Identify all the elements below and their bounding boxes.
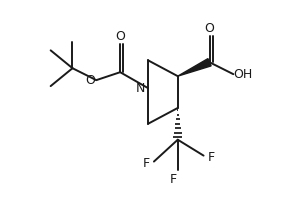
Polygon shape <box>178 59 211 76</box>
Text: O: O <box>204 22 214 35</box>
Text: N: N <box>135 82 145 95</box>
Text: F: F <box>170 173 177 186</box>
Text: O: O <box>86 74 95 87</box>
Text: F: F <box>208 151 215 164</box>
Text: F: F <box>142 157 150 170</box>
Text: O: O <box>115 30 125 43</box>
Text: OH: OH <box>234 68 253 81</box>
